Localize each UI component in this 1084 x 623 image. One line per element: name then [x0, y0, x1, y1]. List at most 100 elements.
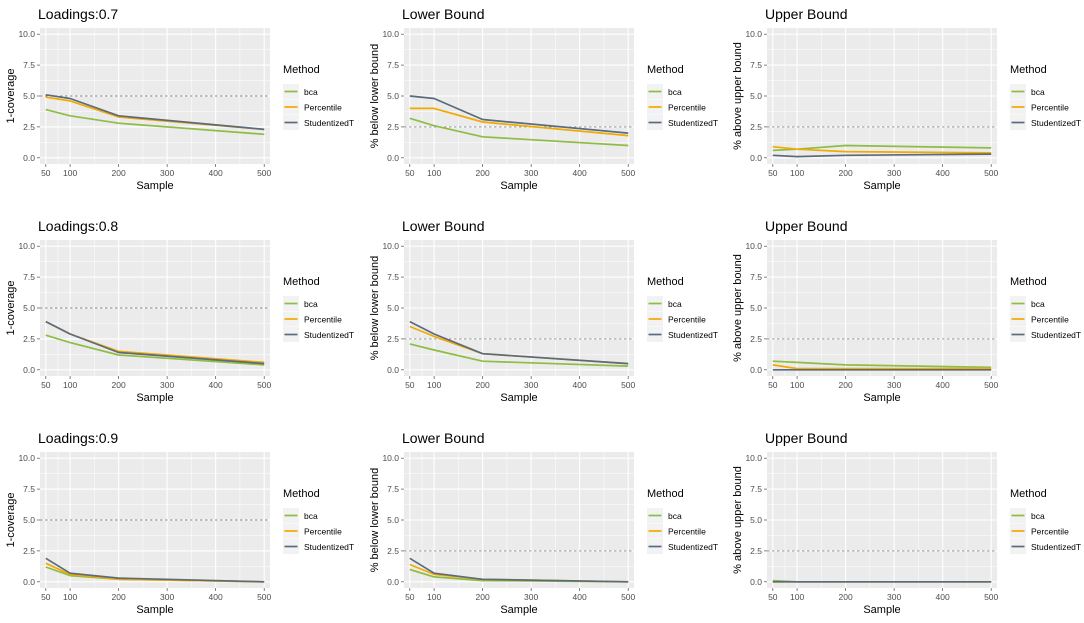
legend-label-bca: bca — [1031, 299, 1045, 309]
y-tick-label: 2.5 — [750, 334, 762, 344]
x-tick-label: 400 — [936, 592, 950, 602]
x-tick-label: 300 — [160, 168, 174, 178]
x-axis-label: Sample — [863, 180, 900, 192]
x-tick-label: 100 — [790, 168, 804, 178]
legend-label-Percentile: Percentile — [1031, 103, 1069, 113]
x-tick-label: 400 — [209, 592, 223, 602]
x-axis-label: Sample — [863, 392, 900, 404]
x-tick-label: 200 — [839, 380, 853, 390]
y-tick-label: 5.0 — [23, 91, 35, 101]
legend-label-bca: bca — [668, 511, 682, 521]
x-tick-label: 50 — [768, 380, 778, 390]
series-line-bca — [409, 343, 629, 367]
series-line-bca — [45, 334, 265, 366]
panel-9: Upper Bound 0.0 2.5 5.0 7.5 10.0 50 100 200 300 40… — [732, 430, 1081, 616]
y-axis-label: % below lower bound — [369, 468, 381, 573]
x-tick-label: 50 — [768, 592, 778, 602]
legend-label-StudentizedT: StudentizedT — [668, 542, 718, 552]
legend-label-bca: bca — [668, 299, 682, 309]
panel-2: Lower Bound 0.0 2.5 5.0 7.5 10.0 50 100 200 300 40… — [369, 6, 718, 192]
panel-title: Upper Bound — [765, 430, 848, 446]
x-tick-label: 200 — [839, 592, 853, 602]
series-line-bca — [409, 117, 629, 147]
x-tick-label: 200 — [476, 592, 490, 602]
y-tick-label: 0.0 — [750, 365, 762, 375]
legend-label-StudentizedT: StudentizedT — [668, 330, 718, 340]
y-axis-label: % below lower bound — [369, 44, 381, 149]
legend: Method bca Percentile StudentizedT — [283, 64, 354, 130]
legend-title: Method — [283, 276, 320, 288]
legend: Method bca Percentile StudentizedT — [647, 488, 718, 554]
y-tick-label: 0.0 — [23, 365, 35, 375]
panel-1: Loadings:0.7 0.0 2.5 5.0 7.5 10.0 50 100 200 300 4… — [5, 6, 354, 192]
x-tick-label: 300 — [887, 380, 901, 390]
legend-label-StudentizedT: StudentizedT — [1031, 118, 1081, 128]
y-axis-label: % above upper bound — [732, 42, 744, 150]
y-tick-label: 2.5 — [23, 122, 35, 132]
x-tick-label: 400 — [209, 380, 223, 390]
y-tick-label: 7.5 — [750, 272, 762, 282]
y-tick-label: 0.0 — [750, 577, 762, 587]
x-tick-label: 300 — [887, 168, 901, 178]
legend-label-StudentizedT: StudentizedT — [1031, 542, 1081, 552]
y-tick-label: 2.5 — [387, 334, 399, 344]
y-tick-label: 7.5 — [750, 60, 762, 70]
y-axis-label: 1-coverage — [5, 492, 17, 547]
y-axis-label: % above upper bound — [732, 254, 744, 362]
legend-label-Percentile: Percentile — [304, 103, 342, 113]
y-tick-label: 10.0 — [382, 453, 399, 463]
x-tick-label: 200 — [476, 380, 490, 390]
legend-label-bca: bca — [304, 511, 318, 521]
series-line-StudentizedT — [409, 320, 629, 365]
x-axis-label: Sample — [136, 604, 173, 616]
legend: Method bca Percentile StudentizedT — [647, 64, 718, 130]
x-tick-label: 100 — [63, 592, 77, 602]
panel-3: Upper Bound 0.0 2.5 5.0 7.5 10.0 50 100 200 300 40… — [732, 6, 1081, 192]
x-tick-label: 200 — [112, 592, 126, 602]
y-axis-label: 1-coverage — [5, 68, 17, 123]
x-axis-label: Sample — [500, 392, 537, 404]
legend-label-Percentile: Percentile — [668, 527, 706, 537]
legend-title: Method — [1010, 64, 1047, 76]
x-tick-label: 50 — [405, 592, 415, 602]
x-tick-label: 400 — [936, 380, 950, 390]
legend-label-StudentizedT: StudentizedT — [304, 330, 354, 340]
series-line-StudentizedT — [409, 95, 629, 134]
y-tick-label: 7.5 — [387, 272, 399, 282]
y-tick-label: 10.0 — [382, 241, 399, 251]
legend-label-StudentizedT: StudentizedT — [304, 118, 354, 128]
legend-label-StudentizedT: StudentizedT — [668, 118, 718, 128]
legend-label-StudentizedT: StudentizedT — [1031, 330, 1081, 340]
x-tick-label: 300 — [887, 592, 901, 602]
legend-title: Method — [1010, 488, 1047, 500]
x-tick-label: 500 — [621, 380, 635, 390]
x-tick-label: 200 — [476, 168, 490, 178]
x-tick-label: 400 — [209, 168, 223, 178]
x-tick-label: 50 — [41, 168, 51, 178]
legend-label-bca: bca — [668, 87, 682, 97]
y-tick-label: 5.0 — [23, 515, 35, 525]
y-tick-label: 2.5 — [23, 334, 35, 344]
series-line-bca — [45, 108, 265, 136]
legend-label-Percentile: Percentile — [1031, 527, 1069, 537]
x-axis-label: Sample — [500, 180, 537, 192]
x-tick-label: 300 — [524, 380, 538, 390]
y-tick-label: 7.5 — [23, 60, 35, 70]
x-tick-label: 100 — [790, 592, 804, 602]
x-tick-label: 50 — [405, 380, 415, 390]
y-tick-label: 10.0 — [18, 241, 35, 251]
x-tick-label: 100 — [427, 592, 441, 602]
x-tick-label: 500 — [257, 592, 271, 602]
x-tick-label: 100 — [427, 168, 441, 178]
legend-label-Percentile: Percentile — [668, 315, 706, 325]
y-tick-label: 0.0 — [23, 153, 35, 163]
legend-label-bca: bca — [304, 299, 318, 309]
x-tick-label: 100 — [427, 380, 441, 390]
y-tick-label: 10.0 — [745, 453, 762, 463]
y-tick-label: 10.0 — [382, 29, 399, 39]
y-tick-label: 5.0 — [387, 91, 399, 101]
panel-title: Upper Bound — [765, 6, 848, 22]
x-tick-label: 500 — [257, 380, 271, 390]
legend-title: Method — [283, 64, 320, 76]
